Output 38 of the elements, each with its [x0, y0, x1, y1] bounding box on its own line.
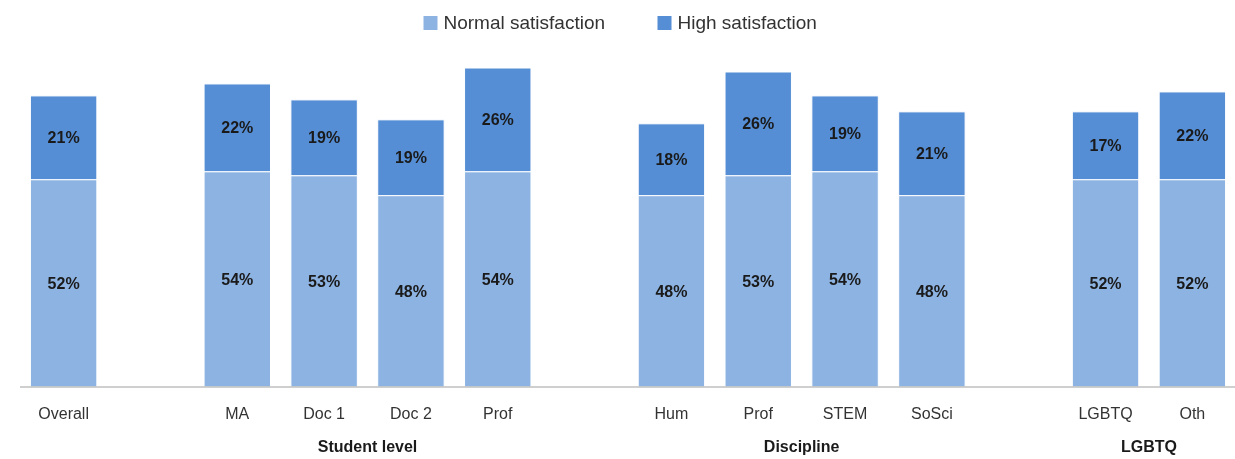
- data-label: 26%: [742, 115, 775, 133]
- x-tick-label: Hum: [654, 405, 689, 422]
- data-label: 52%: [1176, 274, 1209, 292]
- data-label: 48%: [655, 282, 688, 300]
- data-label: 54%: [481, 270, 514, 288]
- data-label: 52%: [1089, 274, 1122, 292]
- data-label: 19%: [829, 125, 862, 143]
- x-tick-label: Overall: [38, 405, 89, 422]
- data-label: 52%: [47, 274, 80, 292]
- x-tick-label: MA: [225, 405, 250, 422]
- legend-label: High satisfaction: [677, 12, 817, 33]
- x-tick-label: Doc 1: [303, 405, 346, 422]
- data-label: 48%: [394, 282, 427, 300]
- data-label: 21%: [915, 145, 948, 163]
- text: Discipline: [763, 438, 840, 455]
- x-tick-label: LGBTQ: [1078, 405, 1133, 422]
- data-label: 53%: [308, 272, 341, 290]
- data-label: 48%: [915, 282, 948, 300]
- x-tick-label: Prof: [483, 405, 513, 422]
- text: Student level: [317, 438, 418, 455]
- data-label: 26%: [481, 111, 514, 129]
- x-tick-label: Doc 2: [390, 405, 432, 422]
- x-tick-label: STEM: [822, 405, 868, 422]
- data-label: 17%: [1089, 137, 1122, 155]
- data-label: 22%: [221, 119, 254, 137]
- x-tick-label: Prof: [743, 405, 774, 422]
- data-label: 22%: [1176, 127, 1209, 145]
- data-label: 18%: [655, 151, 688, 169]
- data-label: 19%: [394, 149, 427, 167]
- text: LGBTQ: [1120, 438, 1177, 455]
- x-tick-label: Oth: [1179, 405, 1206, 422]
- data-label: 53%: [742, 272, 775, 290]
- x-tick-label: SoSci: [910, 405, 953, 422]
- data-label: 21%: [47, 129, 80, 147]
- legend-label: Normal satisfaction: [443, 12, 606, 33]
- data-label: 54%: [221, 270, 254, 288]
- data-label: 19%: [308, 129, 341, 147]
- data-label: 54%: [829, 270, 862, 288]
